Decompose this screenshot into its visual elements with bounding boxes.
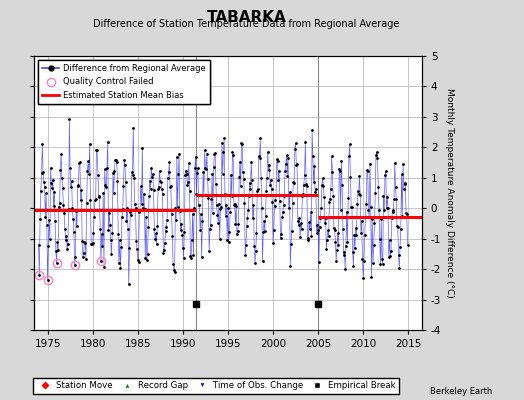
Text: Berkeley Earth: Berkeley Earth bbox=[430, 387, 493, 396]
Legend: Difference from Regional Average, Quality Control Failed, Estimated Station Mean: Difference from Regional Average, Qualit… bbox=[38, 60, 210, 104]
Text: TABARKA: TABARKA bbox=[206, 10, 286, 25]
Text: Difference of Station Temperature Data from Regional Average: Difference of Station Temperature Data f… bbox=[93, 19, 399, 29]
Y-axis label: Monthly Temperature Anomaly Difference (°C): Monthly Temperature Anomaly Difference (… bbox=[445, 88, 454, 298]
Legend: Station Move, Record Gap, Time of Obs. Change, Empirical Break: Station Move, Record Gap, Time of Obs. C… bbox=[33, 378, 399, 394]
